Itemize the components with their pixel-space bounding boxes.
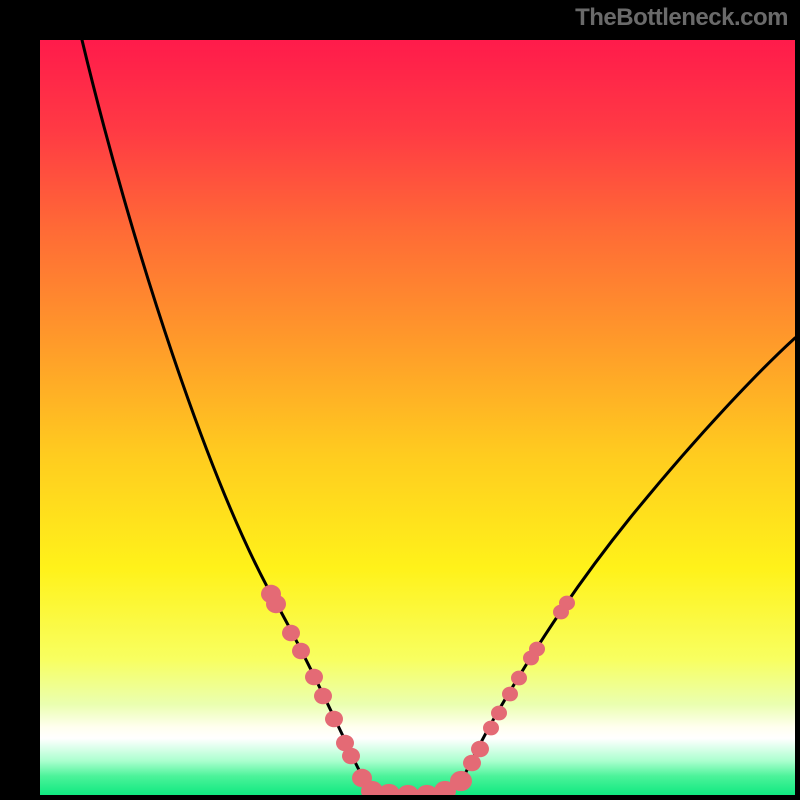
marker-dot <box>511 671 527 686</box>
stage: TheBottleneck.com <box>0 0 800 800</box>
watermark-text: TheBottleneck.com <box>575 4 788 32</box>
marker-dot <box>378 784 400 795</box>
marker-dot <box>450 771 472 791</box>
marker-dot <box>502 687 518 702</box>
marker-dot <box>471 741 489 758</box>
marker-dot <box>266 595 286 613</box>
marker-dot <box>529 642 545 657</box>
marker-dot <box>314 688 332 705</box>
marker-group <box>261 585 575 795</box>
marker-dot <box>342 748 360 765</box>
marker-dot <box>292 643 310 660</box>
marker-dot <box>325 711 343 728</box>
marker-dot <box>483 721 499 736</box>
chart-svg <box>40 40 795 795</box>
curve-left <box>82 40 368 786</box>
curve-right <box>458 338 795 786</box>
marker-dot <box>559 596 575 611</box>
marker-dot <box>463 755 481 772</box>
marker-dot <box>282 625 300 642</box>
curve-group <box>82 40 795 794</box>
marker-dot <box>397 785 419 795</box>
plot-area <box>40 40 795 795</box>
marker-dot <box>305 669 323 686</box>
marker-dot <box>491 706 507 721</box>
